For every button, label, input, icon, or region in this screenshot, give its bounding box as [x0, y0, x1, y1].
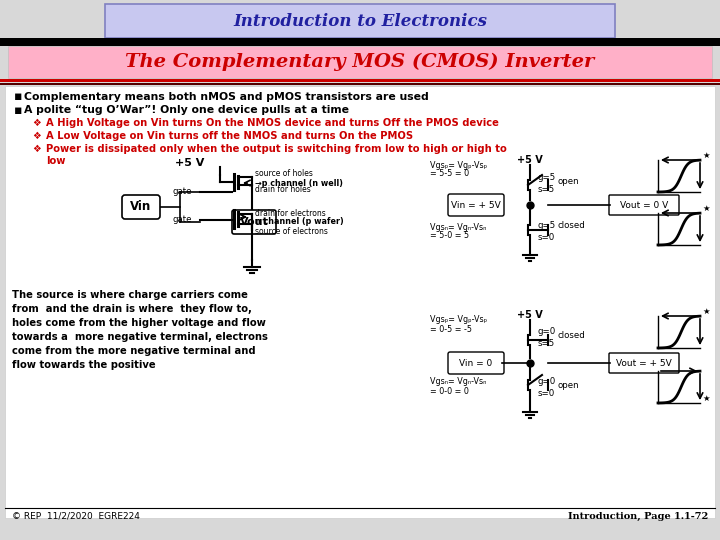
Bar	[5, 86, 715, 518]
Text: = 0-5 = -5: = 0-5 = -5	[430, 325, 472, 334]
Text: The Complementary MOS (CMOS) Inverter: The Complementary MOS (CMOS) Inverter	[125, 53, 595, 71]
Text: Introduction, Page 1.1-72: Introduction, Page 1.1-72	[568, 511, 708, 521]
Text: ❖: ❖	[32, 144, 41, 154]
Text: Power is dissipated only when the output is switching from low to high or high t: Power is dissipated only when the output…	[46, 144, 507, 154]
Text: towards a  more negative terminal, electrons: towards a more negative terminal, electr…	[12, 332, 268, 342]
Text: Vout = + 5V: Vout = + 5V	[616, 359, 672, 368]
FancyBboxPatch shape	[448, 194, 504, 216]
Text: Vgsₙ= Vgₙ-Vsₙ: Vgsₙ= Vgₙ-Vsₙ	[430, 222, 487, 232]
Text: low: low	[46, 156, 66, 166]
FancyBboxPatch shape	[609, 353, 679, 373]
Bar	[105, 4, 615, 38]
Text: gate: gate	[173, 215, 192, 225]
Bar	[0, 38, 720, 46]
Text: Vin: Vin	[130, 200, 152, 213]
Text: = 5-0 = 5: = 5-0 = 5	[430, 232, 469, 240]
Text: ❖: ❖	[32, 131, 41, 141]
Text: = 5-5 = 0: = 5-5 = 0	[430, 170, 469, 179]
Bar	[0, 79, 720, 82]
Text: Vin = + 5V: Vin = + 5V	[451, 200, 501, 210]
Text: The source is where charge carriers come: The source is where charge carriers come	[12, 290, 248, 300]
Bar	[0, 83, 720, 85]
Text: g=0: g=0	[538, 327, 557, 336]
Text: g=0: g=0	[538, 376, 557, 386]
Text: gate: gate	[173, 187, 192, 197]
FancyBboxPatch shape	[122, 195, 160, 219]
Text: +5 V: +5 V	[517, 310, 543, 320]
Text: n channel (p wafer): n channel (p wafer)	[255, 218, 343, 226]
Text: ▪: ▪	[14, 104, 22, 117]
Text: A polite “tug O’War”! Only one device pulls at a time: A polite “tug O’War”! Only one device pu…	[24, 105, 349, 115]
Text: g=5: g=5	[538, 221, 557, 231]
Text: source of holes: source of holes	[255, 170, 313, 179]
Text: © REP  11/2/2020  EGRE224: © REP 11/2/2020 EGRE224	[12, 511, 140, 521]
Text: A High Voltage on Vin turns On the NMOS device and turns Off the PMOS device: A High Voltage on Vin turns On the NMOS …	[46, 118, 499, 128]
Text: ★: ★	[702, 394, 709, 403]
Text: ★: ★	[702, 204, 709, 213]
Text: ★: ★	[702, 151, 709, 160]
Bar	[8, 46, 712, 78]
Text: from  and the drain is where  they flow to,: from and the drain is where they flow to…	[12, 304, 252, 314]
Text: Vgsₙ= Vgₙ-Vsₙ: Vgsₙ= Vgₙ-Vsₙ	[430, 377, 487, 387]
Text: s=5: s=5	[538, 185, 555, 193]
Text: come from the more negative terminal and: come from the more negative terminal and	[12, 346, 256, 356]
Text: Vgsₚ= Vgₚ-Vsₚ: Vgsₚ= Vgₚ-Vsₚ	[430, 160, 487, 170]
Text: Complementary means both nMOS and pMOS transistors are used: Complementary means both nMOS and pMOS t…	[24, 92, 428, 102]
FancyBboxPatch shape	[609, 195, 679, 215]
Text: open: open	[558, 381, 580, 390]
Text: s=0: s=0	[538, 388, 555, 397]
Text: A Low Voltage on Vin turns off the NMOS and turns On the PMOS: A Low Voltage on Vin turns off the NMOS …	[46, 131, 413, 141]
Text: Vgsₚ= Vgₚ-Vsₚ: Vgsₚ= Vgₚ-Vsₚ	[430, 315, 487, 325]
Text: →p channel (n well): →p channel (n well)	[255, 179, 343, 187]
Text: Vout = 0 V: Vout = 0 V	[620, 200, 668, 210]
Text: +5 V: +5 V	[175, 158, 204, 168]
Text: Vout: Vout	[240, 217, 269, 227]
Text: Introduction to Electronics: Introduction to Electronics	[233, 12, 487, 30]
Text: flow towards the positive: flow towards the positive	[12, 360, 156, 370]
FancyBboxPatch shape	[232, 210, 276, 234]
Text: s=0: s=0	[538, 233, 555, 242]
Text: g=5: g=5	[538, 172, 557, 181]
Text: ★: ★	[702, 307, 709, 316]
Text: source of electrons: source of electrons	[255, 227, 328, 237]
Text: drain for holes: drain for holes	[255, 186, 311, 194]
Text: Vin = 0: Vin = 0	[459, 359, 492, 368]
Text: +5 V: +5 V	[517, 155, 543, 165]
Text: ▪: ▪	[14, 91, 22, 104]
Text: ❖: ❖	[32, 118, 41, 128]
FancyBboxPatch shape	[448, 352, 504, 374]
Text: drain for electrons: drain for electrons	[255, 210, 325, 219]
Text: open: open	[558, 177, 580, 186]
Text: s=5: s=5	[538, 340, 555, 348]
Text: = 0-0 = 0: = 0-0 = 0	[430, 387, 469, 395]
Text: holes come from the higher voltage and flow: holes come from the higher voltage and f…	[12, 318, 266, 328]
Text: closed: closed	[558, 332, 586, 341]
Text: closed: closed	[558, 221, 586, 231]
